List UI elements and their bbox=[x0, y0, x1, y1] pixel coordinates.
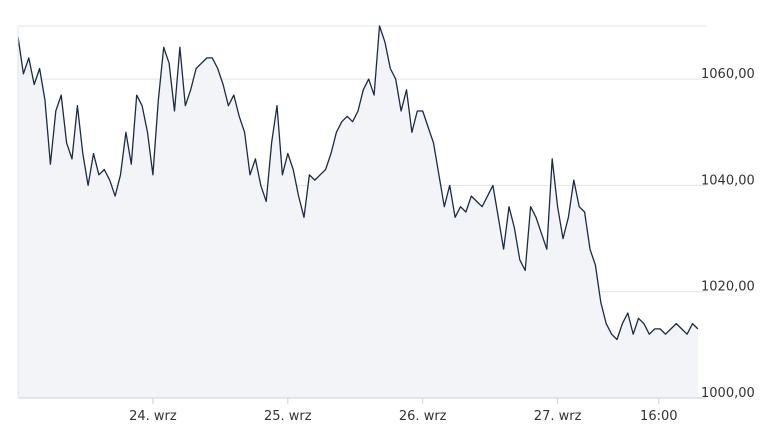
y-tick-label: 1060,00 bbox=[701, 67, 755, 82]
y-tick-label: 1000,00 bbox=[701, 386, 755, 401]
x-tick-label: 24. wrz bbox=[129, 409, 177, 424]
x-tick-label: 25. wrz bbox=[264, 409, 312, 424]
series-line bbox=[17, 25, 699, 341]
y-tick-labels: 1000,00 1020,00 1040,00 1060,00 bbox=[701, 67, 755, 401]
y-tick-label: 1020,00 bbox=[701, 280, 755, 295]
x-tick-label: 16:00 bbox=[640, 409, 677, 424]
x-tick-label: 26. wrz bbox=[399, 409, 447, 424]
area-fill bbox=[18, 26, 698, 398]
x-tick-label: 27. wrz bbox=[534, 409, 582, 424]
y-tick-label: 1040,00 bbox=[701, 173, 755, 188]
x-tick-labels: 24. wrz 25. wrz 26. wrz 27. wrz 16:00 bbox=[129, 409, 677, 424]
